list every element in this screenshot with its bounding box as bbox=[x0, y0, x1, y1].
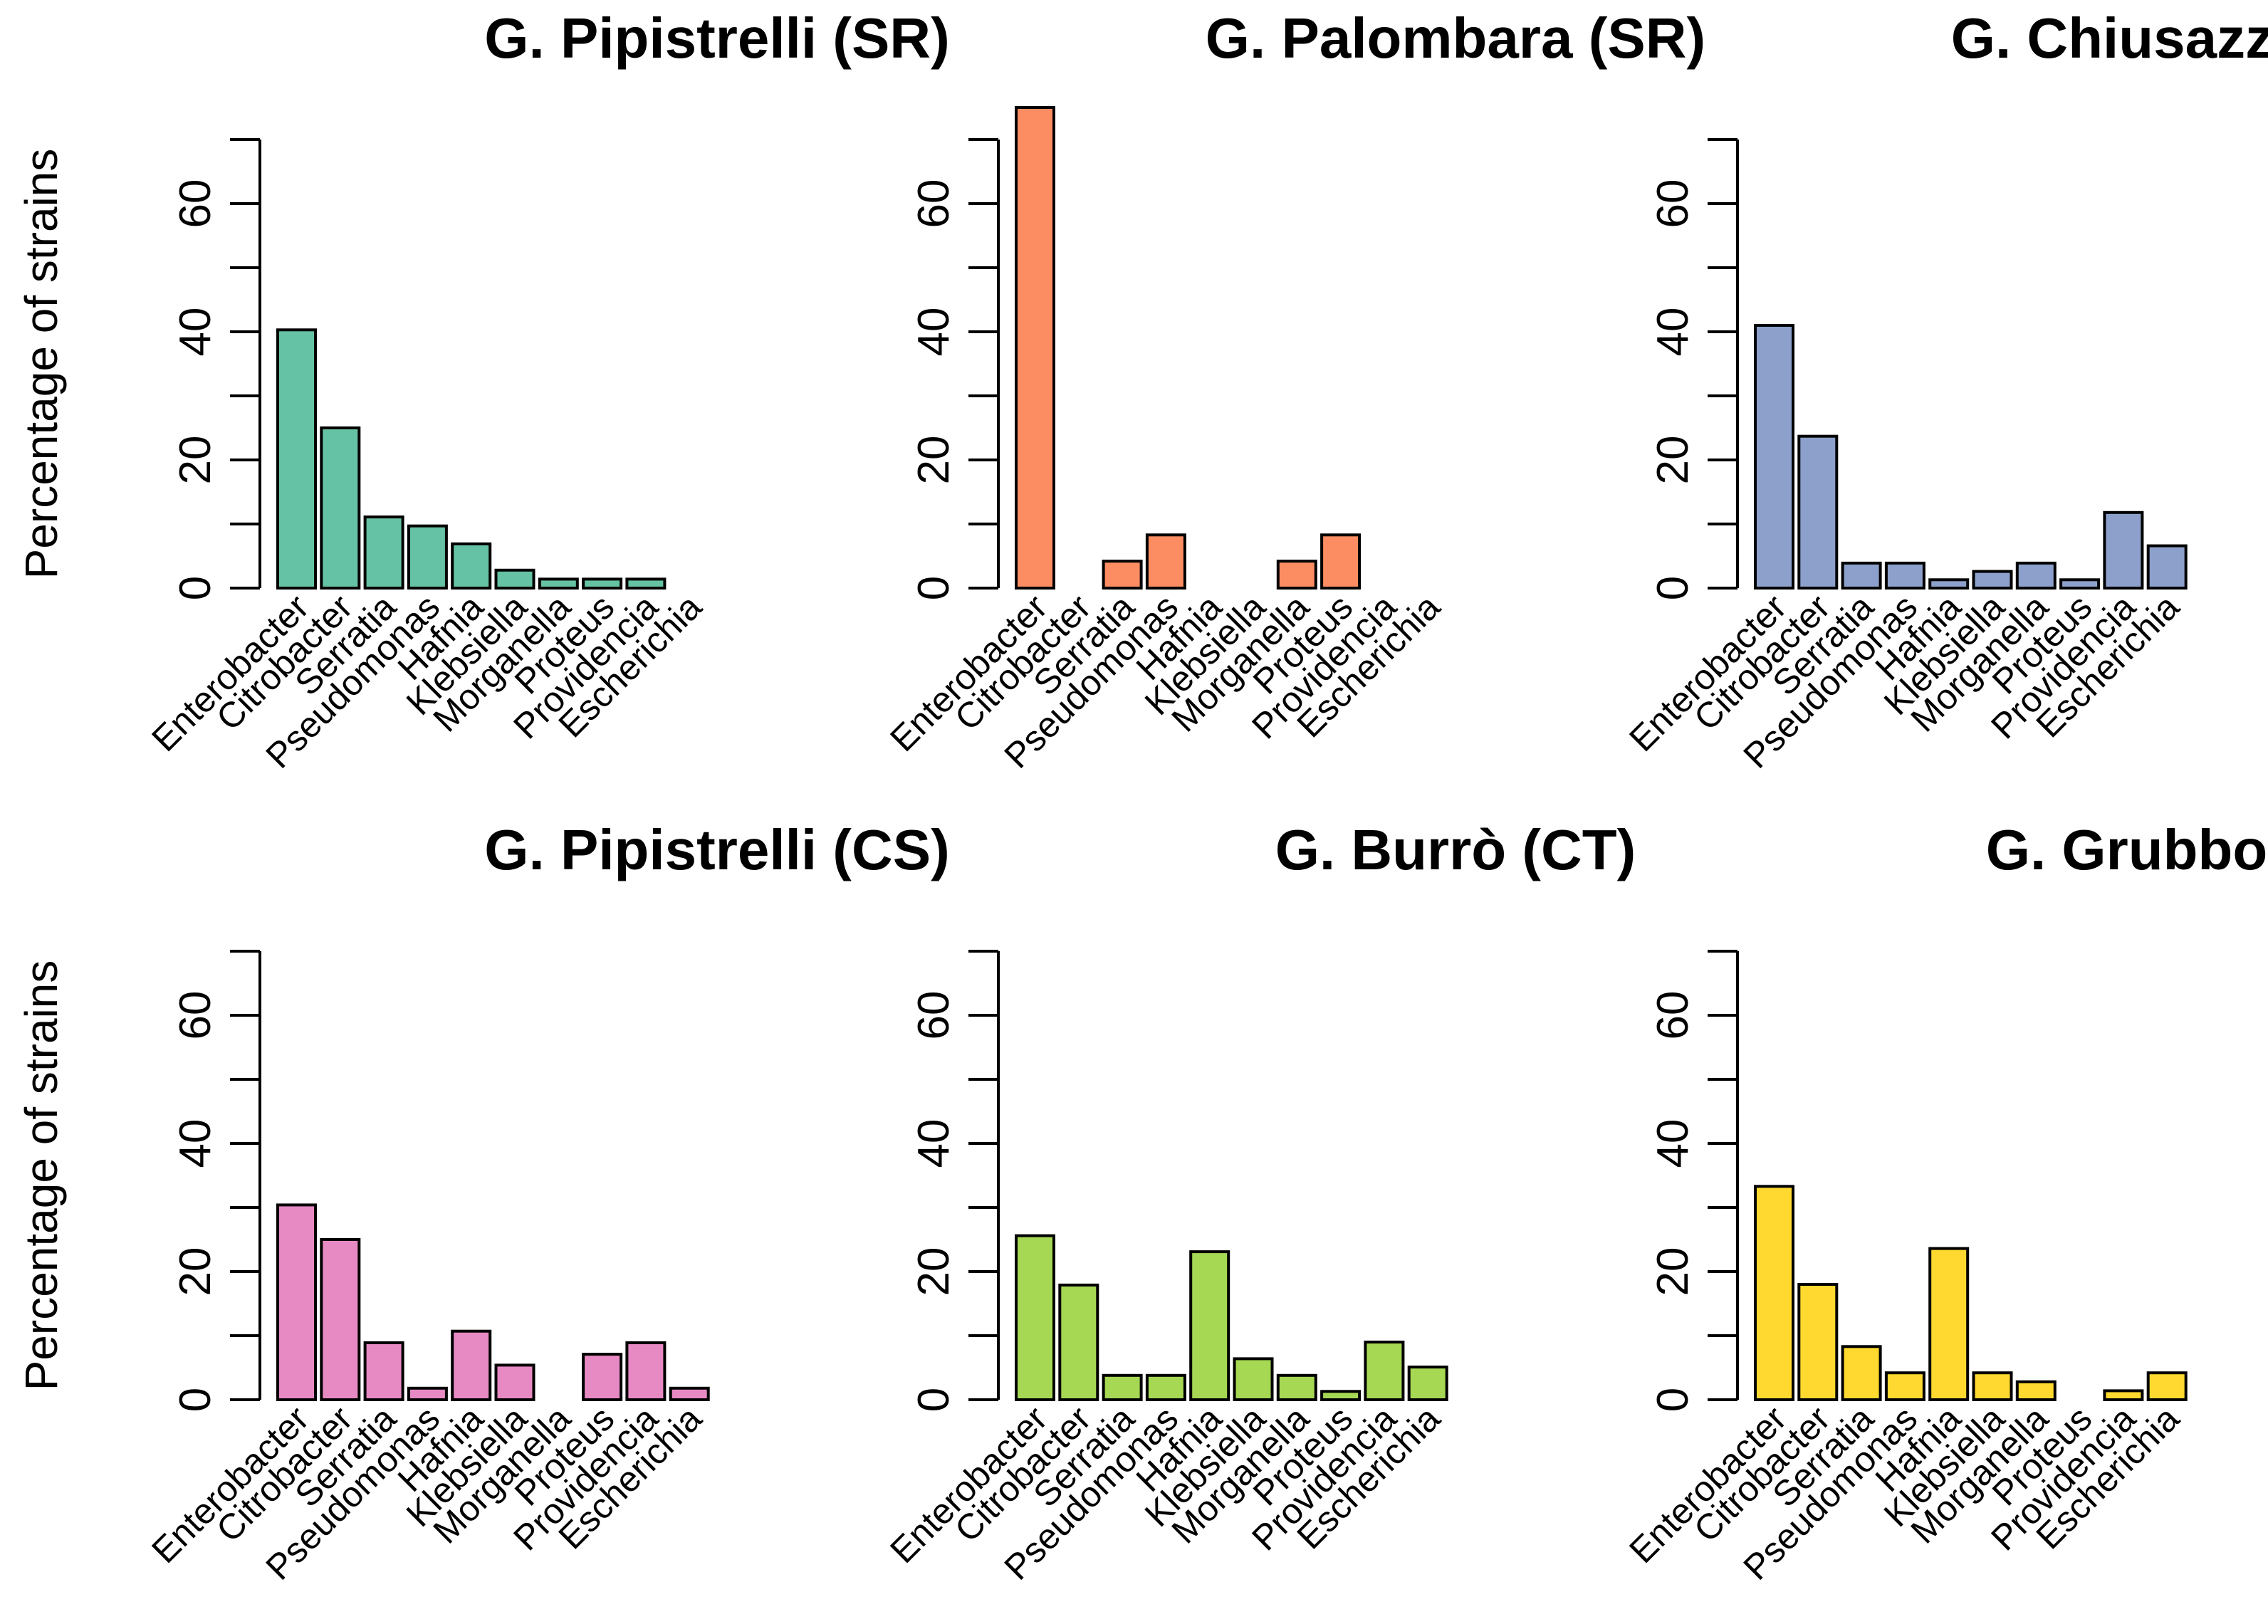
y-tick-label: 40 bbox=[1648, 1119, 1698, 1168]
bar-morganella bbox=[2015, 1380, 2057, 1402]
bar-pseudomonas bbox=[1145, 1373, 1186, 1402]
panel-title: G. Palombara (SR) bbox=[1206, 6, 1705, 70]
bar-escherichia bbox=[1407, 1366, 1448, 1401]
y-tick-label: 20 bbox=[909, 436, 958, 485]
y-tick-label: 40 bbox=[171, 308, 220, 357]
bar-citrobacter bbox=[1797, 434, 1839, 590]
bar-hafnia bbox=[1189, 1250, 1230, 1401]
y-tick-label: 60 bbox=[1648, 991, 1698, 1040]
panel-title: G. Burrò (CT) bbox=[1275, 818, 1636, 881]
bar-klebsiella bbox=[1972, 1371, 2013, 1401]
bar-hafnia bbox=[1928, 578, 1970, 590]
bar-citrobacter bbox=[320, 426, 361, 590]
bar-morganella bbox=[2015, 561, 2057, 590]
bar-pseudomonas bbox=[1884, 561, 1925, 590]
bar-morganella bbox=[1276, 560, 1317, 590]
bar-pseudomonas bbox=[407, 1386, 448, 1402]
y-tick-label: 0 bbox=[909, 1388, 958, 1412]
bar-proteus bbox=[2059, 578, 2101, 590]
y-axis-label: Percentage of strains bbox=[16, 149, 67, 580]
y-axis-label: Percentage of strains bbox=[16, 960, 67, 1391]
panel-g-grubbo-kr: G. Grubbo (KR)0204060EnterobacterCitroba… bbox=[1621, 818, 2268, 1588]
y-tick-label: 40 bbox=[909, 1119, 958, 1168]
y-tick-label: 40 bbox=[909, 308, 958, 357]
bar-pseudomonas bbox=[1145, 533, 1186, 590]
y-tick-label: 40 bbox=[1648, 308, 1698, 357]
y-tick-label: 0 bbox=[909, 576, 958, 600]
panel-g-burro-ct: G. Burrò (CT)0204060EnterobacterCitrobac… bbox=[882, 818, 1636, 1588]
y-tick-label: 20 bbox=[171, 436, 220, 485]
panel-g-palombara-sr: G. Palombara (SR)0204060EnterobacterCitr… bbox=[882, 6, 1705, 776]
y-tick-label: 0 bbox=[171, 1388, 220, 1412]
panel-g-pipistrelli-cs: G. Pipistrelli (CS) 0 20 40 60 Percentage of … bbox=[16, 818, 950, 1588]
y-tick-label: 0 bbox=[1648, 576, 1698, 600]
y-tick-label: 60 bbox=[909, 991, 958, 1040]
bar-serratia bbox=[363, 1341, 404, 1402]
bar-escherichia bbox=[669, 1386, 710, 1402]
bar-enterobacter bbox=[1015, 1234, 1055, 1401]
bar-providencia bbox=[2103, 510, 2144, 590]
y-tick-label: 20 bbox=[1648, 1247, 1698, 1296]
bar-citrobacter bbox=[1797, 1283, 1839, 1401]
bar-citrobacter bbox=[320, 1238, 361, 1401]
bar-providencia bbox=[625, 577, 667, 590]
panel-title: G. Pipistrelli (SR) bbox=[484, 6, 949, 70]
y-tick-label: 20 bbox=[1648, 436, 1698, 485]
bar-serratia bbox=[363, 515, 404, 590]
bar-klebsiella bbox=[1233, 1357, 1274, 1402]
bar-hafnia bbox=[451, 1329, 492, 1401]
bar-enterobacter bbox=[1015, 106, 1055, 590]
y-tick-label: 20 bbox=[171, 1247, 220, 1296]
panel-title: G. Chiusazza (SR) bbox=[1951, 6, 2268, 70]
bar-proteus bbox=[1320, 1390, 1362, 1402]
bar-providencia bbox=[2103, 1389, 2144, 1402]
y-tick-label: 0 bbox=[1648, 1388, 1698, 1412]
bar-escherichia bbox=[2146, 544, 2188, 590]
bar-serratia bbox=[1841, 561, 1882, 590]
bar-citrobacter bbox=[1058, 1283, 1099, 1402]
bar-enterobacter bbox=[276, 328, 317, 590]
bar-hafnia bbox=[1928, 1247, 1970, 1401]
y-tick-label: 60 bbox=[1648, 179, 1698, 229]
bar-proteus bbox=[1320, 533, 1362, 590]
y-tick-label: 40 bbox=[171, 1119, 220, 1168]
bar-serratia bbox=[1841, 1345, 1882, 1402]
y-tick-label: 60 bbox=[171, 179, 220, 229]
bar-klebsiella bbox=[1972, 570, 2013, 590]
bar-proteus bbox=[582, 1353, 623, 1401]
bar-serratia bbox=[1102, 560, 1143, 590]
bar-morganella bbox=[538, 577, 579, 590]
bar-klebsiella bbox=[494, 1363, 535, 1402]
bar-providencia bbox=[1364, 1341, 1405, 1401]
panel-g-pipistrelli-sr: G. Pipistrelli (SR) 0 20 40 60 Percentage of … bbox=[16, 6, 950, 776]
y-tick-label: 60 bbox=[171, 991, 220, 1040]
bar-escherichia bbox=[2146, 1371, 2188, 1401]
panel-title: G. Pipistrelli (CS) bbox=[484, 818, 949, 881]
bar-enterobacter bbox=[1754, 324, 1794, 590]
y-tick-label: 20 bbox=[909, 1247, 958, 1296]
bar-pseudomonas bbox=[1884, 1371, 1925, 1401]
bar-providencia bbox=[625, 1341, 667, 1402]
y-tick-label: 0 bbox=[171, 576, 220, 600]
panel-title: G. Grubbo (KR) bbox=[1986, 818, 2268, 881]
bar-pseudomonas bbox=[407, 524, 448, 590]
y-tick-label: 60 bbox=[909, 179, 958, 229]
bar-enterobacter bbox=[1754, 1185, 1794, 1402]
bar-enterobacter bbox=[276, 1203, 317, 1402]
bar-hafnia bbox=[451, 542, 492, 590]
panel-g-chiusazza-sr: G. Chiusazza (SR)0204060EnterobacterCitr… bbox=[1621, 6, 2268, 776]
bar-klebsiella bbox=[494, 568, 535, 590]
bar-morganella bbox=[1276, 1373, 1317, 1402]
bar-proteus bbox=[582, 577, 623, 590]
bar-serratia bbox=[1102, 1373, 1143, 1402]
